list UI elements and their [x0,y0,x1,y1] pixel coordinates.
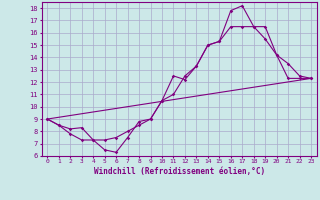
X-axis label: Windchill (Refroidissement éolien,°C): Windchill (Refroidissement éolien,°C) [94,167,265,176]
